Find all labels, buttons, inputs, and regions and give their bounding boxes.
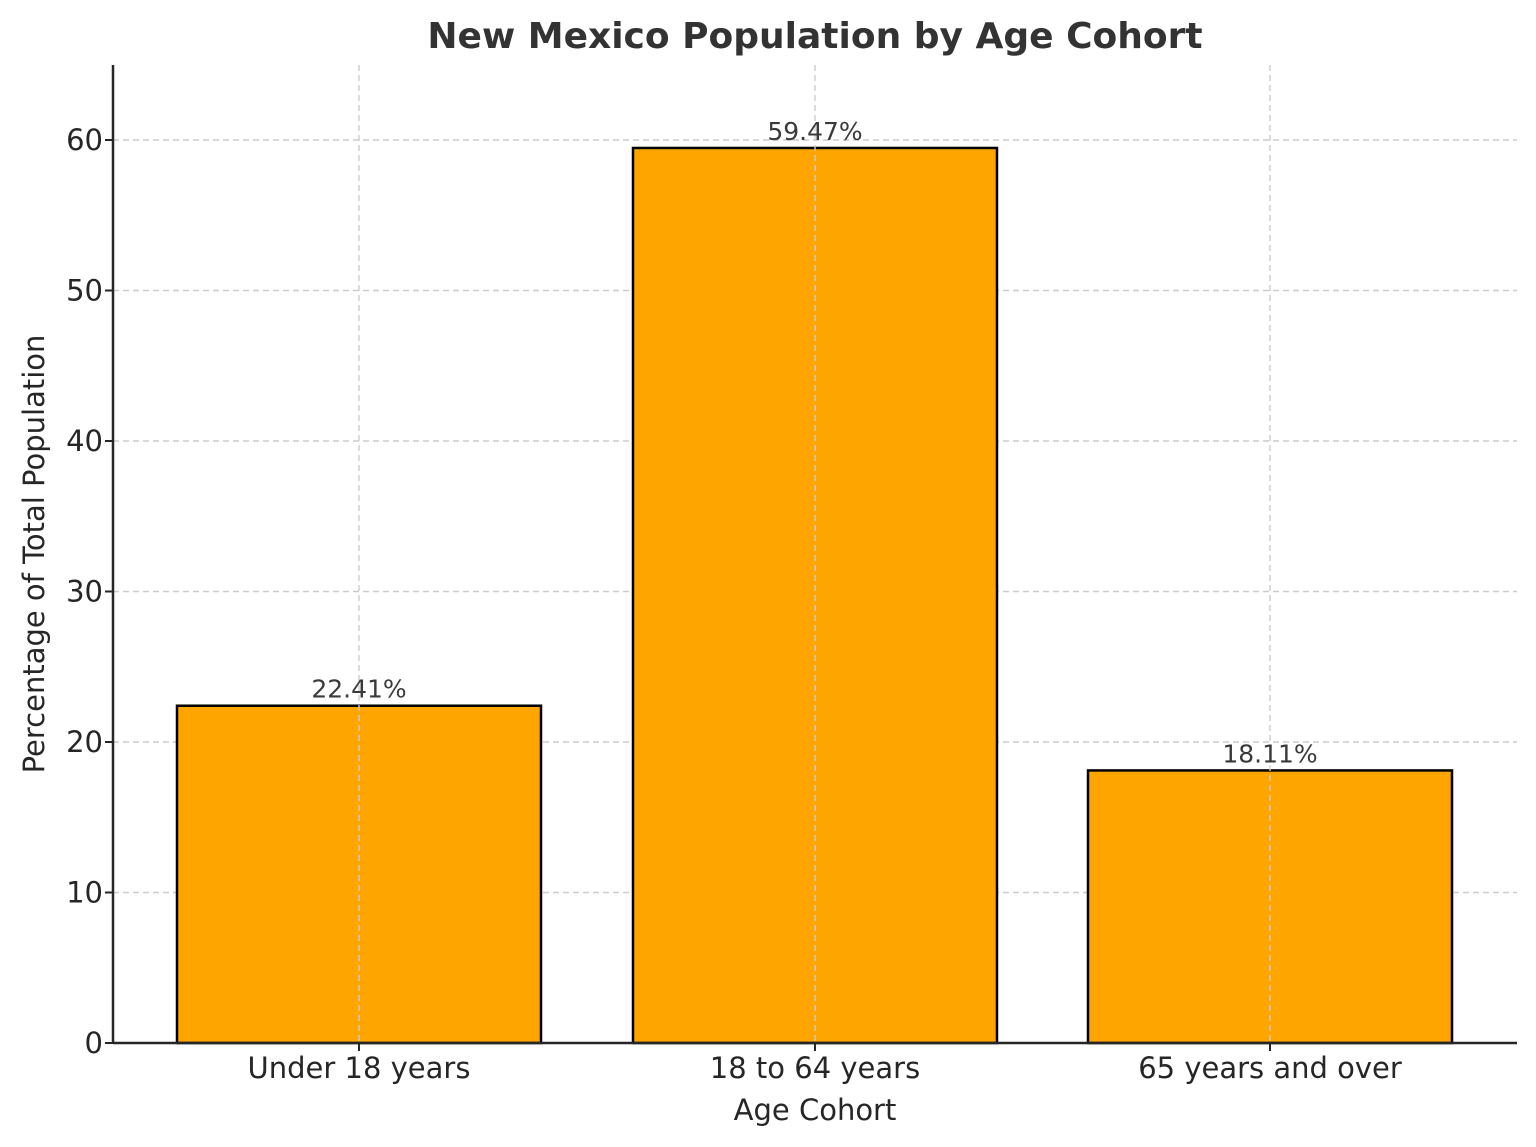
bar-value-labels: 22.41% 59.47% 18.11% <box>311 117 1317 768</box>
vertical-gridlines <box>358 65 1271 1043</box>
bar-value-label: 18.11% <box>1222 739 1317 768</box>
x-tick-label: Under 18 years <box>248 1051 471 1085</box>
y-axis-ticks: 0 10 20 30 40 50 60 <box>66 123 113 1060</box>
chart-title: New Mexico Population by Age Cohort <box>427 16 1202 57</box>
x-axis-label: Age Cohort <box>734 1093 897 1127</box>
bar-value-label: 59.47% <box>767 117 862 146</box>
y-tick-label: 60 <box>66 123 103 157</box>
y-tick-label: 40 <box>66 424 103 458</box>
y-tick-label: 10 <box>66 876 103 910</box>
y-tick-label: 0 <box>85 1026 103 1060</box>
y-tick-label: 50 <box>66 274 103 308</box>
y-axis-label: Percentage of Total Population <box>17 335 51 774</box>
bar-value-label: 22.41% <box>311 675 406 704</box>
x-tick-label: 65 years and over <box>1138 1051 1402 1085</box>
x-tick-label: 18 to 64 years <box>710 1051 920 1085</box>
x-axis-ticks: Under 18 years 18 to 64 years 65 years and… <box>248 1043 1402 1085</box>
y-tick-label: 20 <box>66 725 103 759</box>
y-tick-label: 30 <box>66 575 103 609</box>
